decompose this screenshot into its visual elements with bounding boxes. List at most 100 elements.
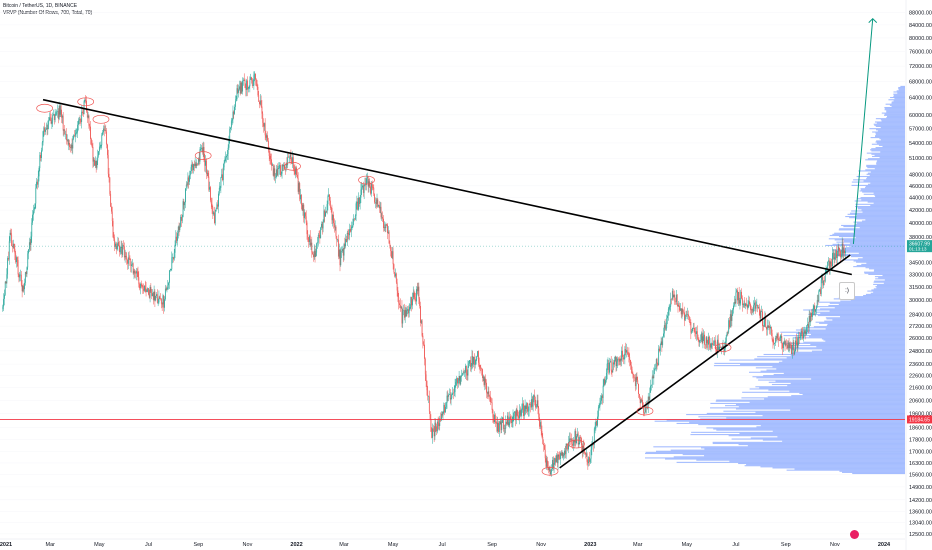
candle-body: [597, 407, 599, 417]
candle-body: [545, 458, 547, 467]
candle-body: [556, 455, 557, 462]
candle-body: [352, 221, 354, 227]
candle-body: [178, 226, 180, 231]
candle-body: [86, 111, 88, 118]
volume-row: [885, 103, 905, 105]
candle-body: [349, 229, 351, 236]
candle-body: [455, 381, 457, 386]
smiley-annotation[interactable]: :): [839, 282, 855, 300]
candle-body: [31, 222, 33, 237]
candle-body: [497, 422, 499, 432]
candle-body: [24, 282, 25, 290]
volume-row: [783, 372, 905, 374]
candle-body: [461, 374, 463, 376]
candle-body: [250, 77, 252, 80]
candle-body: [386, 224, 388, 225]
candle-body: [91, 143, 93, 147]
candle-body: [405, 309, 407, 317]
candle-body: [575, 431, 577, 444]
candle-body: [14, 248, 16, 254]
y-tick-label: 13040.00: [909, 521, 932, 527]
candle-body: [46, 128, 48, 129]
candle-body: [500, 421, 502, 431]
candle-body: [445, 406, 446, 413]
candle-body: [445, 403, 447, 407]
candle-body: [12, 243, 14, 248]
candle-body: [630, 365, 632, 370]
candle-body: [573, 440, 575, 443]
candle-body: [159, 296, 161, 299]
tradingview-logo-icon[interactable]: [850, 530, 859, 539]
volume-row: [856, 261, 905, 263]
candle-body: [606, 363, 608, 373]
candle-body: [777, 334, 779, 339]
volume-row: [645, 452, 905, 455]
candle-body: [366, 176, 368, 179]
candle-body: [109, 177, 111, 194]
candle-body: [173, 257, 174, 260]
candle-body: [251, 80, 253, 86]
candle-body: [310, 242, 312, 246]
candle-body: [65, 133, 67, 141]
candle-body: [371, 183, 373, 188]
circle-mark: [284, 161, 301, 171]
candle-body: [53, 114, 54, 115]
candle-body: [786, 344, 788, 345]
volume-row: [815, 311, 905, 313]
candle-body: [628, 353, 630, 357]
volume-row: [870, 204, 905, 206]
candle-body: [356, 201, 358, 204]
y-tick-label: 12500.00: [909, 532, 932, 538]
volume-row: [731, 438, 905, 440]
candle-body: [457, 378, 458, 384]
volume-row: [866, 178, 905, 180]
trendlines: [0, 17, 905, 469]
candle-body: [839, 250, 841, 252]
volume-row: [873, 291, 905, 293]
candle-body: [313, 254, 314, 258]
volume-row: [863, 180, 905, 182]
candle-body: [630, 360, 631, 366]
candle-body: [676, 294, 678, 305]
volume-row: [871, 148, 905, 150]
candle-body: [82, 113, 84, 114]
candle-body: [536, 400, 538, 407]
volume-row: [891, 102, 905, 104]
candle-body: [199, 149, 201, 162]
candle-body: [515, 409, 517, 421]
candle-body: [691, 331, 693, 333]
candle-body: [177, 233, 178, 241]
candle-body: [696, 331, 698, 339]
candle-body: [583, 445, 585, 452]
candle-body: [725, 341, 726, 349]
candle-body: [385, 224, 387, 229]
volume-row: [710, 402, 905, 404]
candle-body: [502, 417, 504, 429]
candle-body: [540, 422, 542, 432]
candle-body: [145, 288, 147, 292]
candle-body: [832, 253, 833, 267]
candle-body: [721, 346, 722, 348]
candle-body: [487, 391, 489, 394]
volume-row: [869, 174, 905, 176]
candle-body: [522, 403, 524, 410]
candle-body: [341, 251, 343, 252]
candle-body: [700, 333, 702, 341]
candle-body: [773, 342, 775, 344]
candle-body: [288, 156, 289, 158]
candle-body: [140, 283, 141, 289]
candle-body: [354, 218, 355, 220]
volume-row: [886, 117, 905, 119]
candle-body: [726, 332, 728, 336]
volume-row: [893, 95, 905, 97]
candle-body: [548, 467, 549, 471]
candle-body: [197, 163, 198, 165]
candle-body: [424, 358, 426, 375]
candle-body: [219, 187, 221, 189]
candle-body: [23, 285, 25, 290]
y-tick-label: 16300.00: [909, 461, 932, 467]
volume-row: [879, 157, 905, 159]
candle-body: [20, 274, 21, 276]
candle-body: [819, 289, 821, 292]
